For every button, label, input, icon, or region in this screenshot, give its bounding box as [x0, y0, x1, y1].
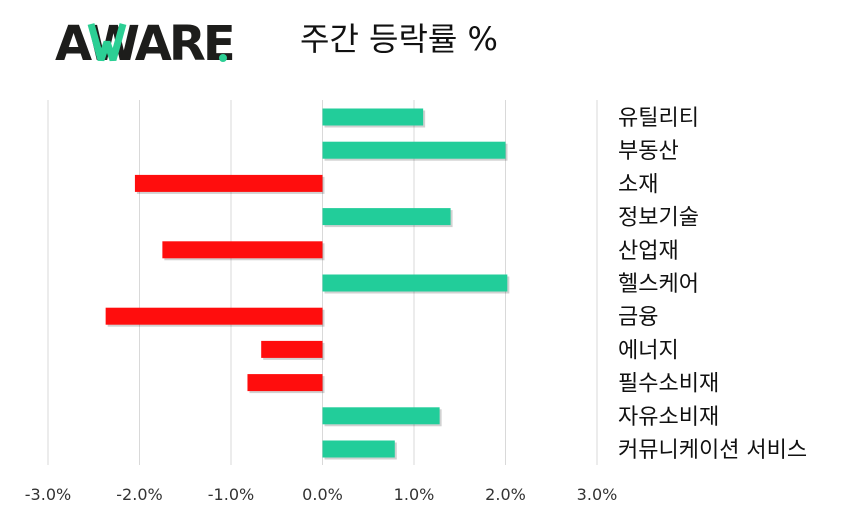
category-label: 에너지	[618, 338, 679, 363]
category-label: 소재	[618, 172, 658, 197]
category-label: 필수소비재	[618, 372, 719, 397]
bar	[134, 174, 323, 192]
x-tick-label: -2.0%	[116, 485, 162, 504]
x-tick-label: 3.0%	[577, 485, 618, 504]
category-label: 유틸리티	[618, 106, 699, 131]
category-label: 커뮤니케이션 서비스	[618, 438, 807, 463]
bar	[105, 307, 323, 325]
category-label: 자유소비재	[618, 405, 719, 430]
bar	[247, 374, 323, 392]
bar	[261, 340, 323, 358]
bar	[322, 407, 440, 425]
x-tick-label: 2.0%	[485, 485, 526, 504]
x-tick-label: -1.0%	[208, 485, 254, 504]
category-label: 헬스케어	[618, 272, 699, 297]
bar	[322, 208, 451, 226]
bar	[322, 141, 506, 159]
category-label: 산업재	[618, 239, 679, 264]
x-tick-label: 1.0%	[394, 485, 435, 504]
chart-title: 주간 등락률 %	[300, 20, 498, 58]
x-tick-label: 0.0%	[302, 485, 343, 504]
category-label: 부동산	[618, 139, 679, 164]
category-label: 금융	[618, 305, 658, 330]
category-label: 정보기술	[618, 206, 699, 231]
bar	[322, 440, 395, 458]
bar	[322, 274, 508, 292]
bar	[162, 241, 323, 259]
svg-text:AWARE: AWARE	[55, 16, 233, 70]
x-tick-label: -3.0%	[25, 485, 71, 504]
bar	[322, 108, 424, 126]
aware-logo: AWARE	[55, 16, 235, 70]
